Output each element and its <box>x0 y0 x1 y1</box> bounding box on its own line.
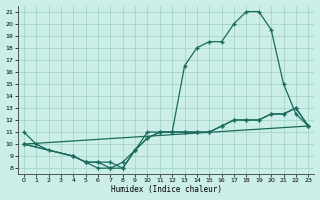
X-axis label: Humidex (Indice chaleur): Humidex (Indice chaleur) <box>110 185 221 194</box>
